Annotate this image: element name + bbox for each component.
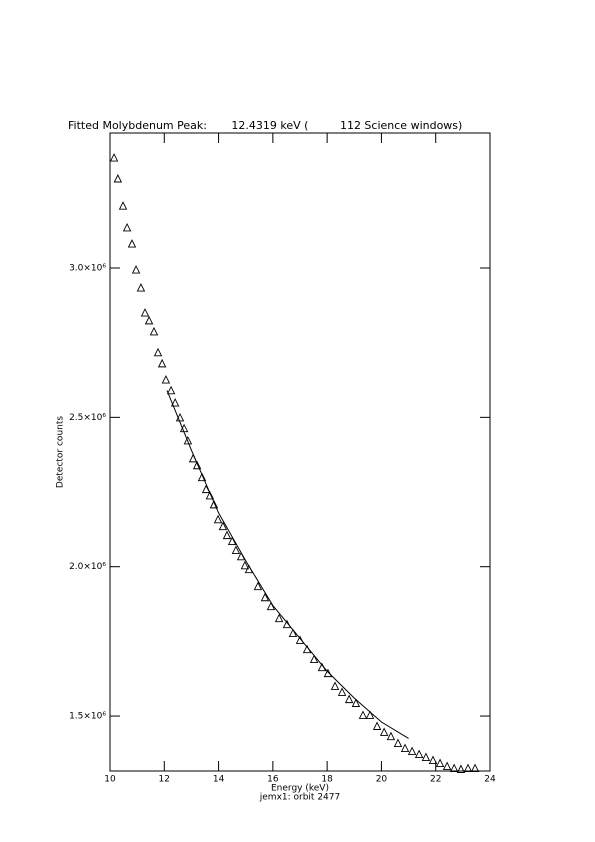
data-point — [213, 514, 223, 524]
data-point — [400, 743, 410, 753]
data-point — [144, 315, 154, 325]
data-point — [131, 265, 141, 274]
data-point — [351, 698, 361, 707]
data-point — [197, 472, 207, 482]
fit-line — [166, 390, 409, 739]
data-point — [456, 764, 466, 773]
data-point — [149, 326, 159, 336]
data-point — [414, 749, 424, 759]
data-point — [442, 761, 452, 770]
data-point — [337, 687, 347, 696]
x-tick-label: 20 — [376, 775, 388, 785]
data-point — [365, 710, 375, 719]
x-tick-label: 22 — [430, 775, 441, 785]
data-point — [192, 460, 202, 470]
y-tick-label: 2.0×10⁶ — [69, 562, 106, 572]
chart-title: Fitted Molybdenum Peak: 12.4319 keV ( 11… — [68, 119, 462, 132]
footer: jemx1: orbit 2477 — [259, 793, 340, 803]
data-point — [260, 592, 270, 602]
x-tick-label: 18 — [321, 775, 333, 785]
data-point — [166, 385, 176, 395]
data-point — [127, 239, 137, 248]
data-point — [330, 681, 340, 690]
data-point — [153, 347, 163, 357]
data-point — [157, 358, 167, 368]
data-point — [470, 763, 480, 773]
plot-frame — [109, 132, 491, 772]
data-point — [253, 581, 263, 591]
data-point — [222, 530, 232, 540]
data-point — [435, 758, 445, 767]
data-point — [113, 173, 123, 183]
data-point — [122, 222, 132, 232]
data-point — [274, 613, 284, 623]
data-point — [288, 628, 298, 638]
data-point — [266, 601, 276, 611]
data-point — [109, 153, 119, 162]
y-axis-label: Detector counts — [56, 416, 66, 488]
y-tick-label: 1.5×10⁶ — [69, 712, 106, 722]
data-point — [231, 545, 241, 555]
data-point — [463, 763, 473, 773]
x-tick-label: 16 — [267, 775, 279, 785]
data-point — [344, 694, 354, 704]
data-point — [170, 398, 180, 407]
data-point — [421, 752, 431, 762]
data-point — [205, 490, 215, 500]
data-point — [449, 763, 459, 773]
data-point — [393, 738, 403, 747]
y-tick-label: 3.0×10⁶ — [69, 264, 106, 274]
data-point — [358, 710, 368, 719]
y-tick-label: 2.5×10⁶ — [69, 413, 106, 423]
data-point — [240, 560, 250, 570]
data-point — [379, 727, 389, 736]
data-point — [218, 521, 228, 531]
data-point — [309, 654, 319, 664]
x-tick-label: 14 — [213, 775, 225, 785]
data-point — [227, 536, 237, 546]
data-point — [140, 308, 150, 317]
data-point — [161, 375, 171, 384]
data-point — [407, 746, 417, 756]
x-tick-label: 12 — [159, 775, 170, 785]
data-point — [118, 201, 128, 210]
data-point — [209, 499, 219, 509]
data-point — [136, 283, 146, 292]
x-tick-label: 24 — [484, 775, 496, 785]
x-tick-label: 10 — [104, 775, 116, 785]
x-axis-label: Energy (keV) — [271, 784, 329, 794]
data-point — [428, 755, 438, 764]
data-point — [386, 731, 396, 741]
data-point — [183, 435, 193, 445]
data-point — [372, 721, 382, 730]
